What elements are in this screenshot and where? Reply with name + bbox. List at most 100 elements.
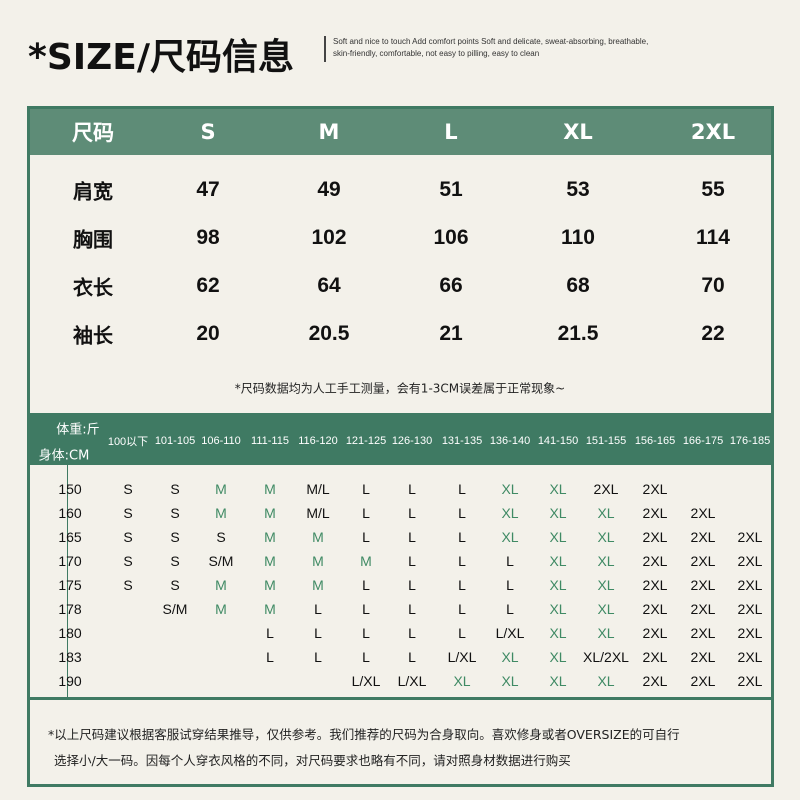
recommended-size: L — [458, 577, 466, 593]
recommended-size: S — [123, 529, 133, 545]
weight-range-header: 156-165 — [634, 435, 676, 447]
fit-table-header — [30, 413, 771, 465]
recommended-size: L — [408, 577, 416, 593]
recommended-size: 2XL — [737, 673, 763, 689]
measurement-value: 22 — [701, 322, 725, 345]
recommended-size: 2XL — [642, 649, 668, 665]
weight-range-header: 141-150 — [537, 435, 579, 447]
recommended-size: L — [458, 505, 466, 521]
recommended-size: XL — [597, 505, 615, 521]
recommended-size: 2XL — [690, 601, 716, 617]
recommended-size: L — [458, 481, 466, 497]
size-header-cell: S — [200, 120, 216, 144]
recommended-size: L — [362, 481, 370, 497]
measurement-value: 62 — [196, 274, 220, 297]
recommended-size: XL — [597, 625, 615, 641]
recommended-size: L/XL — [447, 649, 477, 665]
recommended-size: S/M — [162, 601, 188, 617]
measurement-value: 20.5 — [308, 322, 350, 345]
recommended-size: L/XL — [397, 673, 427, 689]
weight-range-header: 100以下 — [107, 436, 149, 448]
recommended-size: L — [506, 577, 514, 593]
recommended-size: 2XL — [593, 481, 619, 497]
weight-range-header: 126-130 — [391, 435, 433, 447]
recommended-size: 2XL — [642, 673, 668, 689]
measurement-note: *尺码数据均为人工手工测量，会有1-3CM误差属于正常现象~ — [234, 381, 566, 396]
recommended-size: XL — [501, 673, 519, 689]
recommended-size: 2XL — [690, 649, 716, 665]
height-value: 175 — [58, 577, 82, 593]
recommended-size: XL — [549, 601, 567, 617]
height-value: 170 — [58, 553, 82, 569]
recommended-size: L — [458, 553, 466, 569]
recommended-size: M — [312, 577, 324, 593]
weight-range-header: 176-185 — [729, 435, 771, 447]
recommended-size: 2XL — [642, 577, 668, 593]
size-header-cell: L — [444, 120, 458, 144]
recommended-size: L — [408, 481, 416, 497]
measurement-label: 胸围 — [73, 227, 113, 252]
recommended-size: L — [408, 625, 416, 641]
height-label: 身体:CM — [38, 448, 90, 464]
measurement-value: 114 — [696, 226, 730, 249]
recommended-size: M/L — [306, 481, 330, 497]
recommended-size: L — [458, 529, 466, 545]
recommended-size: XL — [597, 673, 615, 689]
recommended-size: 2XL — [642, 625, 668, 641]
recommended-size: S — [216, 529, 226, 545]
recommended-size: XL — [501, 649, 519, 665]
recommended-size: 2XL — [737, 577, 763, 593]
height-value: 190 — [58, 673, 82, 689]
measurement-value: 68 — [566, 274, 590, 297]
weight-range-header: 111-115 — [251, 435, 289, 447]
recommended-size: L — [458, 601, 466, 617]
footer-note-line1: *以上尺码建议根据客服试穿结果推导，仅供参考。我们推荐的尺码为合身取向。喜欢修身… — [48, 727, 680, 742]
recommended-size: XL — [549, 625, 567, 641]
recommended-size: XL — [501, 529, 519, 545]
recommended-size: S — [123, 481, 133, 497]
weight-range-header: 151-155 — [585, 435, 627, 447]
recommended-size: 2XL — [642, 601, 668, 617]
measurement-value: 51 — [439, 178, 463, 201]
recommended-size: S — [170, 553, 180, 569]
recommended-size: L — [266, 649, 274, 665]
recommended-size: M — [312, 553, 324, 569]
height-value: 183 — [58, 649, 82, 665]
recommended-size: L — [408, 529, 416, 545]
height-value: 165 — [58, 529, 82, 545]
measurement-value: 64 — [317, 274, 341, 297]
measurement-value: 55 — [701, 178, 725, 201]
title-divider — [324, 36, 326, 62]
weight-label: 体重:斤 — [56, 422, 100, 438]
recommended-size: 2XL — [642, 529, 668, 545]
recommended-size: 2XL — [690, 553, 716, 569]
measurement-value: 47 — [196, 178, 220, 201]
recommended-size: 2XL — [737, 649, 763, 665]
recommended-size: 2XL — [690, 577, 716, 593]
recommended-size: L — [362, 577, 370, 593]
footer-note-line2: 选择小/大一码。因每个人穿衣风格的不同，对尺码要求也略有不同，请对照身材数据进行… — [54, 753, 571, 768]
size-header-cell: 2XL — [690, 120, 736, 144]
weight-range-header: 121-125 — [345, 435, 387, 447]
height-value: 180 — [58, 625, 82, 641]
recommended-size: 2XL — [690, 673, 716, 689]
recommended-size: M — [215, 601, 227, 617]
recommended-size: L — [362, 505, 370, 521]
recommended-size: M/L — [306, 505, 330, 521]
measurement-value: 21.5 — [557, 322, 599, 345]
recommended-size: XL — [549, 505, 567, 521]
recommended-size: XL — [597, 577, 615, 593]
weight-range-header: 136-140 — [489, 435, 531, 447]
recommended-size: XL — [597, 601, 615, 617]
recommended-size: S — [170, 577, 180, 593]
recommended-size: XL — [549, 481, 567, 497]
recommended-size: 2XL — [642, 505, 668, 521]
recommended-size: L — [506, 601, 514, 617]
recommended-size: S — [123, 553, 133, 569]
recommended-size: L — [314, 601, 322, 617]
recommended-size: M — [215, 577, 227, 593]
recommended-size: M — [360, 553, 372, 569]
recommended-size: XL — [501, 481, 519, 497]
recommended-size: L — [458, 625, 466, 641]
measurement-label: 肩宽 — [73, 179, 113, 204]
